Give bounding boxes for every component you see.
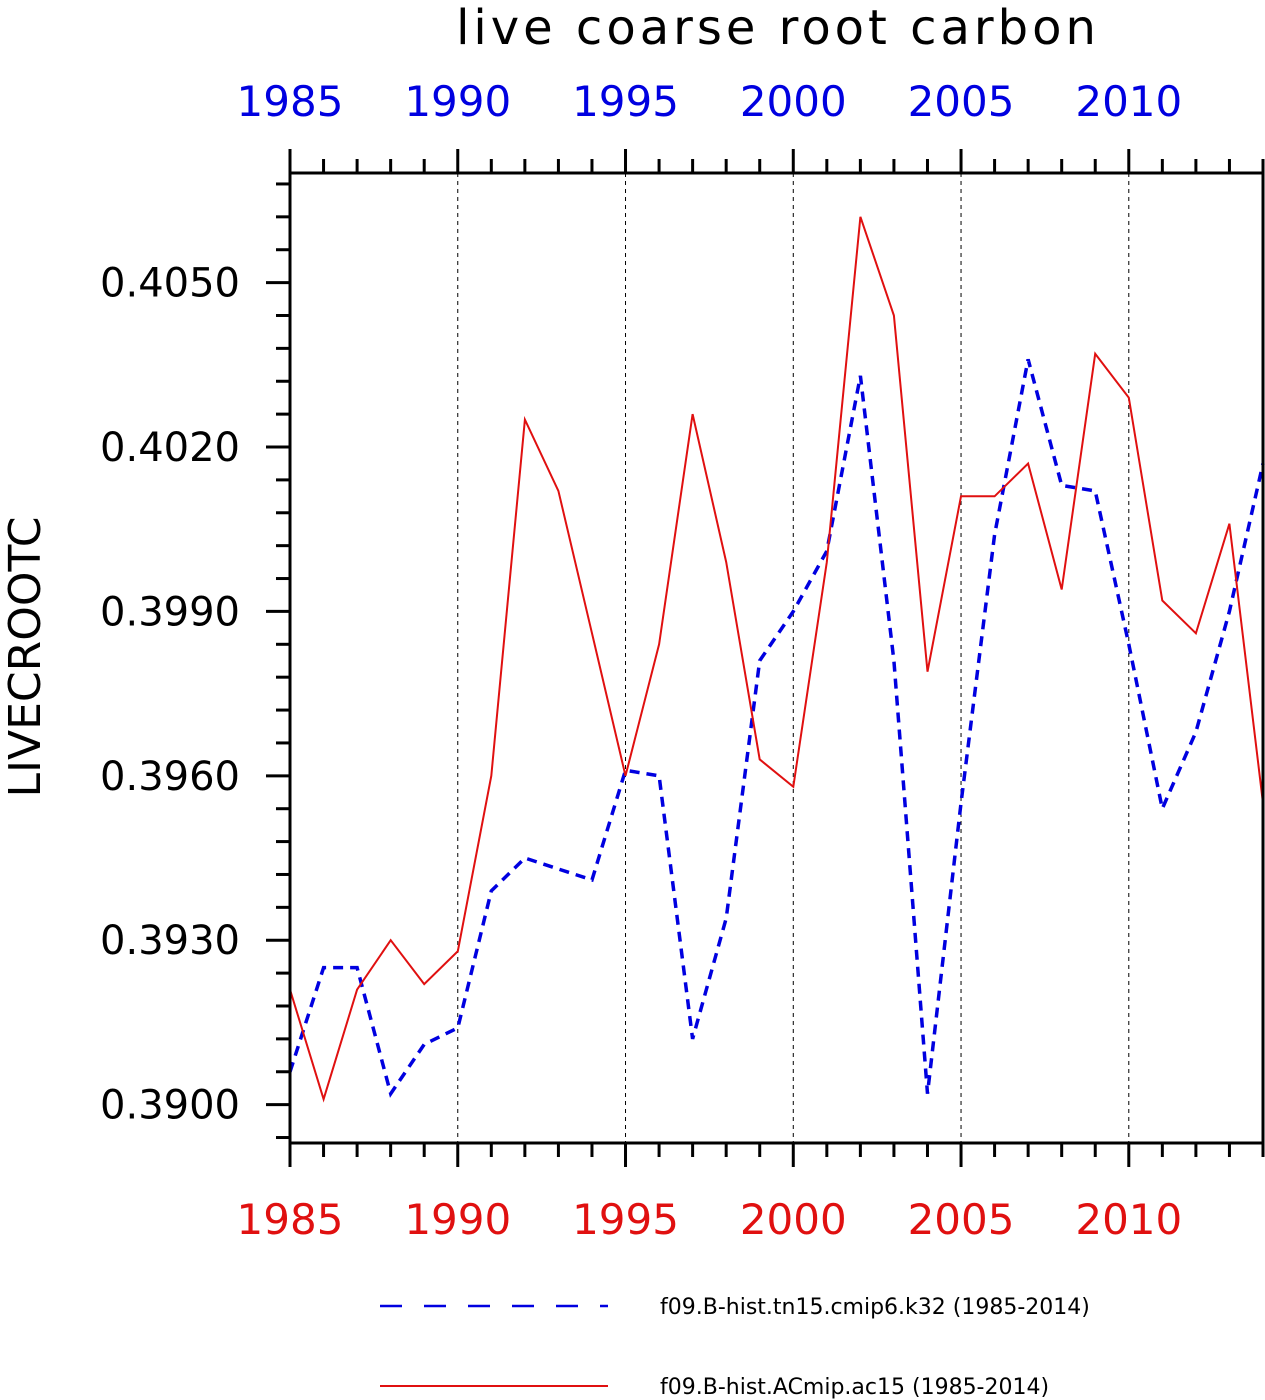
x-tick-label-top-5: 2010: [1075, 77, 1182, 126]
legend-label-0: f09.B-hist.tn15.cmip6.k32 (1985-2014): [660, 1295, 1090, 1320]
legend-label-1: f09.B-hist.ACmip.ac15 (1985-2014): [660, 1375, 1049, 1400]
x-tick-label-bottom-2: 1995: [572, 1195, 679, 1244]
y-tick-label-5: 0.4050: [100, 261, 240, 307]
y-tick-label-4: 0.4020: [100, 425, 240, 471]
series-group: [288, 216, 1265, 1103]
y-tick-labels: 0.3900 0.3930 0.3960 0.3990 0.4020 0.4050: [100, 261, 240, 1129]
y-tick-label-3: 0.3990: [100, 589, 240, 635]
series-line-1: [289, 216, 1264, 1103]
y-tick-label-1: 0.3930: [100, 918, 240, 964]
x-tick-labels-bottom: 1985 1990 1995 2000 2005 2010: [237, 1195, 1183, 1244]
y-tick-label-2: 0.3960: [100, 754, 240, 800]
y-axis-label: LIVECROOTC: [0, 517, 51, 798]
axis-ticks: [266, 149, 1265, 1167]
vertical-gridlines: [457, 173, 1130, 1143]
x-tick-label-top-2: 1995: [572, 77, 679, 126]
legend: f09.B-hist.tn15.cmip6.k32 (1985-2014) f09…: [380, 1295, 1090, 1400]
x-tick-label-top-4: 2005: [908, 77, 1015, 126]
x-tick-label-bottom-0: 1985: [237, 1195, 344, 1244]
x-tick-label-bottom-3: 2000: [740, 1195, 847, 1244]
y-tick-label-0: 0.3900: [100, 1083, 240, 1129]
x-tick-label-bottom-4: 2005: [908, 1195, 1015, 1244]
x-tick-labels-top: 1985 1990 1995 2000 2005 2010: [237, 77, 1183, 126]
x-tick-label-top-3: 2000: [740, 77, 847, 126]
x-tick-label-bottom-1: 1990: [404, 1195, 511, 1244]
chart-title: live coarse root carbon: [456, 0, 1100, 56]
x-tick-label-top-0: 1985: [237, 77, 344, 126]
x-tick-label-bottom-5: 2010: [1075, 1195, 1182, 1244]
x-tick-label-top-1: 1990: [404, 77, 511, 126]
series-line-0: [288, 358, 1265, 1098]
plot-frame: [288, 171, 1265, 1145]
